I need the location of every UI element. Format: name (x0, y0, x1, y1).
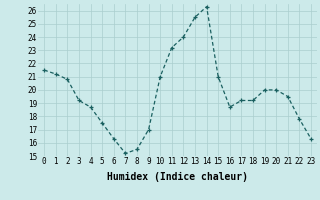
X-axis label: Humidex (Indice chaleur): Humidex (Indice chaleur) (107, 172, 248, 182)
